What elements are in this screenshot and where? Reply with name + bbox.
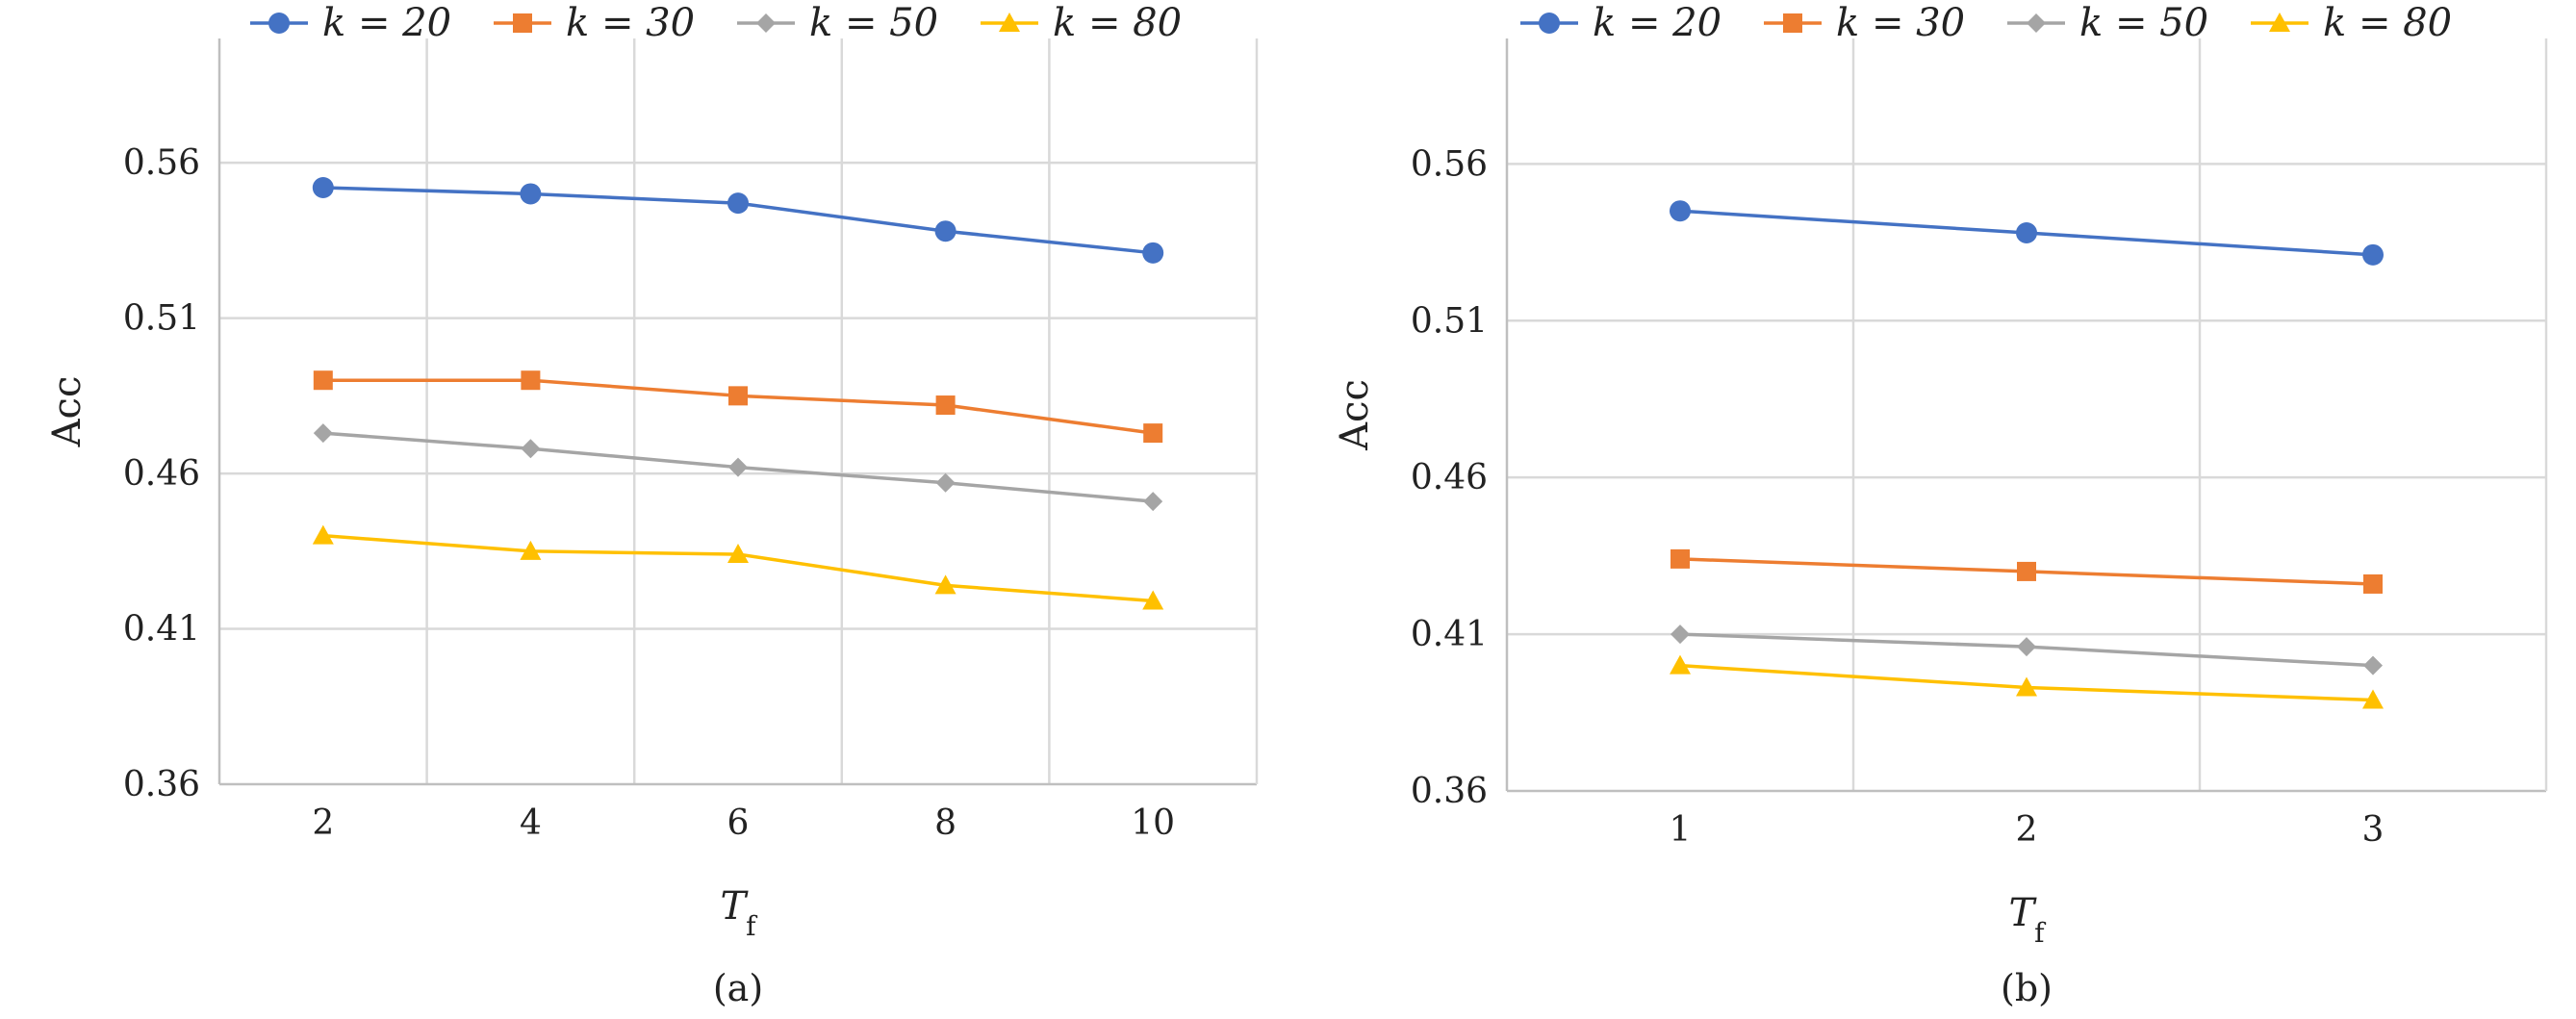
panel-caption: (a) (713, 967, 763, 1009)
legend-label: k = 30 (566, 1, 695, 45)
x-tick-label: 2 (2016, 810, 2038, 850)
legend-label: k = 20 (1593, 1, 1722, 45)
panel-caption: (b) (2001, 967, 2053, 1009)
x-tick-label: 3 (2362, 810, 2385, 850)
x-tick-label: 1 (1670, 810, 1692, 850)
data-point (313, 370, 333, 391)
x-axis-label-subscript: f (746, 910, 758, 942)
data-point (934, 220, 956, 242)
data-point (935, 395, 956, 416)
legend-entry: k = 50 (737, 1, 938, 45)
data-point (727, 544, 749, 564)
data-point (312, 524, 334, 545)
data-point (2017, 561, 2036, 581)
x-tick-label: 10 (1131, 803, 1175, 843)
x-axis-label: Tf (720, 884, 758, 942)
legend-marker (999, 13, 1020, 32)
legend-entry: k = 20 (1520, 1, 1722, 45)
series-k-50 (313, 423, 1163, 512)
y-tick-label: 0.51 (123, 299, 200, 339)
data-point (521, 370, 541, 391)
series-k-80 (312, 524, 1164, 610)
legend-entry: k = 80 (2251, 1, 2452, 45)
chart-panel-b: 0.36 0.41 0.46 0.51 0.56 1 2 3 Acc Tf (b) k = 20 k =… (1333, 1, 2548, 1009)
y-tick-label: 0.36 (1411, 772, 1488, 811)
legend-label: k = 80 (2323, 1, 2452, 45)
y-tick-label: 0.46 (123, 454, 200, 494)
data-point (2016, 222, 2037, 244)
y-tick-label: 0.56 (123, 143, 200, 183)
y-tick-label: 0.56 (1411, 144, 1488, 184)
legend-marker (2269, 13, 2290, 32)
legend-label: k = 50 (2079, 1, 2208, 45)
legend-marker (756, 13, 776, 33)
data-point (1143, 423, 1163, 444)
data-point (1142, 242, 1164, 264)
legend-label: k = 20 (322, 1, 451, 45)
data-point (727, 192, 749, 215)
data-point (2017, 637, 2036, 657)
data-point (1670, 200, 1691, 222)
data-point (935, 472, 956, 493)
y-axis-label: Acc (45, 376, 89, 448)
y-tick-label: 0.51 (1411, 301, 1488, 341)
data-point (2016, 676, 2037, 697)
chart-panel-a: 0.36 0.41 0.46 0.51 0.56 2 4 6 8 10 Acc Tf (a) k = 20… (45, 1, 1259, 1009)
data-point (1142, 590, 1164, 610)
series-k-30 (313, 370, 1163, 444)
legend-entry: k = 80 (981, 1, 1182, 45)
legend-label: k = 30 (1836, 1, 1965, 45)
data-point (313, 423, 333, 444)
series-k-50 (1671, 624, 2383, 675)
legend-entry: k = 30 (1764, 1, 1965, 45)
legend-entry: k = 30 (494, 1, 695, 45)
legend-marker (268, 13, 290, 34)
data-point (1143, 492, 1163, 512)
x-tick-label: 4 (520, 803, 542, 843)
data-point (1671, 624, 1690, 645)
data-point (520, 540, 542, 560)
legend-entry: k = 50 (2007, 1, 2208, 45)
x-axis-label-subscript: f (2034, 917, 2047, 949)
data-point (1671, 548, 1690, 569)
x-axis-label: Tf (2008, 891, 2047, 949)
legend-marker (1783, 13, 1802, 33)
data-point (934, 574, 956, 595)
y-axis-label: Acc (1333, 379, 1377, 451)
data-point (2363, 655, 2383, 675)
data-point (2362, 243, 2384, 266)
legend-marker (513, 13, 532, 33)
data-point (2363, 573, 2383, 594)
data-point (728, 386, 748, 406)
y-tick-label: 0.36 (123, 765, 200, 804)
x-tick-label: 8 (934, 803, 956, 843)
y-tick-label: 0.41 (123, 610, 200, 650)
x-tick-label: 6 (727, 803, 750, 843)
legend-marker (2027, 13, 2046, 33)
y-tick-label: 0.46 (1411, 458, 1488, 497)
data-point (520, 183, 542, 205)
legend-entry: k = 20 (250, 1, 451, 45)
data-point (312, 177, 334, 198)
data-point (728, 457, 748, 477)
data-point (521, 439, 541, 459)
data-point (1670, 654, 1691, 675)
x-tick-label: 2 (312, 803, 334, 843)
series-k-30 (1671, 548, 2383, 594)
y-tick-label: 0.41 (1411, 615, 1488, 654)
series-k-20 (1670, 200, 2384, 266)
legend-marker (1539, 13, 1560, 34)
series-k-20 (312, 177, 1164, 264)
legend-label: k = 80 (1053, 1, 1182, 45)
data-point (2362, 689, 2384, 709)
legend-label: k = 50 (809, 1, 938, 45)
series-k-80 (1670, 654, 2384, 709)
